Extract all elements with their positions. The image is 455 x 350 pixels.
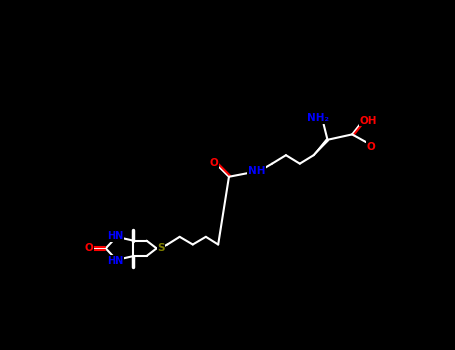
Text: NH₂: NH₂ [307, 113, 329, 123]
Text: S: S [157, 243, 165, 253]
Text: O: O [210, 158, 219, 168]
Text: O: O [366, 142, 375, 152]
Polygon shape [313, 139, 329, 155]
Text: NH: NH [248, 166, 265, 176]
Text: HN: HN [107, 231, 123, 241]
Text: O: O [85, 243, 93, 253]
Text: HN: HN [107, 256, 123, 266]
Text: OH: OH [359, 116, 377, 126]
